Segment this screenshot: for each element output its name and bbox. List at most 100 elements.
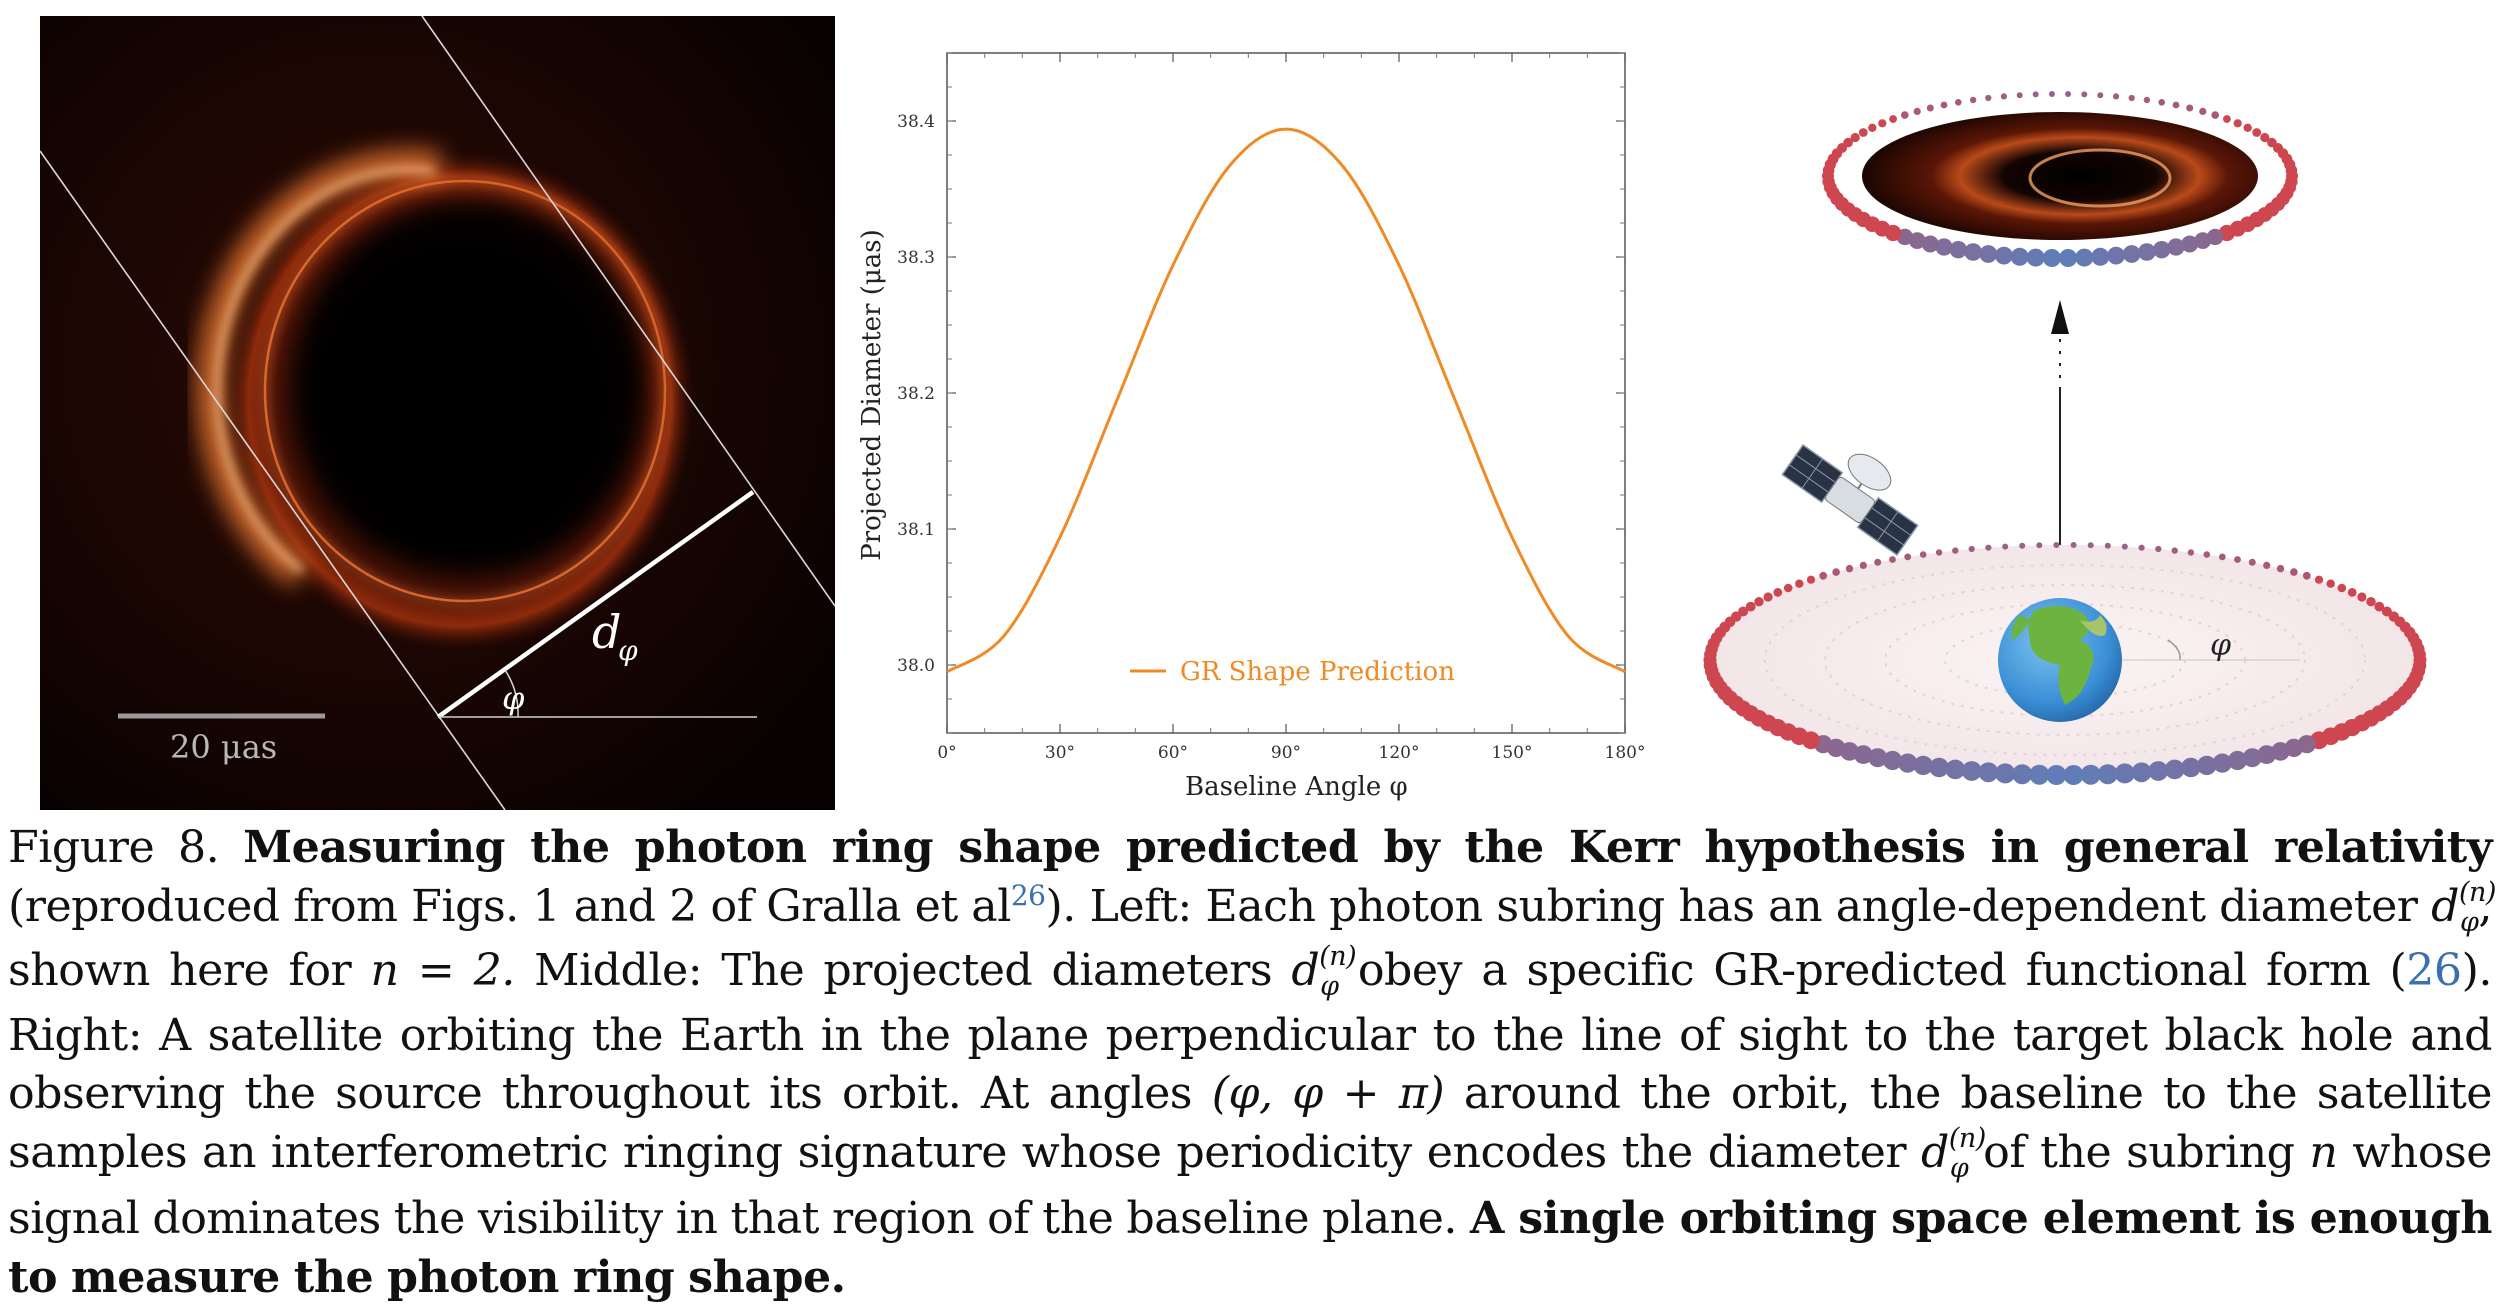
orbit-dot	[1832, 568, 1840, 576]
x-axis-label: Baseline Angle φ	[1185, 772, 1408, 802]
orbit-dot	[1904, 554, 1911, 561]
orbit-dot	[1985, 545, 1991, 551]
orbit-dot	[2097, 92, 2103, 98]
orbit-dot	[1819, 572, 1827, 580]
x-tick-label: 30°	[1045, 743, 1075, 763]
orbit-dot	[1936, 549, 1942, 555]
diameter-symbol: d(n)φ	[1291, 945, 1338, 996]
y-tick-label: 38.0	[897, 656, 935, 676]
orbit-dot	[2249, 559, 2256, 566]
orbit-dot	[1985, 95, 1991, 101]
satellite-icon	[1782, 421, 1935, 555]
x-tick-label: 180°	[1605, 743, 1646, 763]
orbit-dot	[2123, 245, 2141, 263]
orbit-dot	[2115, 763, 2135, 783]
orbit-dot	[2002, 544, 2008, 550]
orbit-dot	[2144, 97, 2150, 103]
orbit-dot	[2036, 542, 2042, 548]
orbit-dot	[1878, 119, 1886, 127]
orbit-dot	[2315, 576, 2323, 584]
orbit-dot	[2223, 115, 2231, 123]
orbit-dot	[2155, 546, 2161, 552]
orbit-dot	[2129, 95, 2135, 101]
orbit-dot	[2098, 764, 2118, 784]
y-tick-label: 38.1	[897, 520, 935, 540]
orbit-dot	[2158, 99, 2165, 106]
diameter-symbol: d(n)φ	[1921, 1127, 1968, 1178]
orbit-dot	[2029, 765, 2049, 785]
orbit-dot	[2286, 165, 2298, 177]
orbit-dot	[2064, 765, 2084, 785]
orbit-dot	[1889, 115, 1897, 123]
orbit-dot	[2211, 111, 2219, 119]
orbit-dot	[1807, 576, 1815, 584]
orbit-dot	[1995, 247, 2013, 265]
orbit-dot	[2357, 592, 2366, 601]
orbit-dot	[2075, 249, 2093, 267]
equation-link[interactable]: 26	[2406, 945, 2461, 996]
orbit-dot	[2105, 543, 2111, 549]
orbit-dot	[1955, 99, 1962, 106]
orbit-dot	[2113, 93, 2119, 99]
orbit-dot	[2001, 93, 2007, 99]
orbit-dot	[1952, 547, 1958, 553]
citation-link[interactable]: 26	[1011, 879, 1046, 912]
y-tick-label: 38.4	[897, 112, 935, 132]
orbit-dot	[2011, 248, 2029, 266]
orbit-dot	[2263, 562, 2270, 569]
orbit-dot	[2167, 238, 2184, 255]
orbit-dot	[2088, 542, 2094, 548]
plot-frame	[947, 53, 1625, 733]
orbit-dot	[2012, 764, 2032, 784]
orbit-dot	[2027, 249, 2045, 267]
orbit-dot	[2244, 124, 2252, 132]
orbit-dot	[2277, 565, 2284, 572]
orbit-dot	[2172, 547, 2178, 553]
orbit-dot	[2348, 588, 2357, 597]
x-tick-label: 0°	[937, 743, 956, 763]
caption-title: Measuring the photon ring shape predicte…	[243, 821, 2492, 873]
y-axis-label: Projected Diameter (μas)	[857, 229, 887, 561]
x-tick-label: 150°	[1492, 743, 1533, 763]
orbit-dot	[1754, 597, 1763, 606]
orbit-dot	[1979, 245, 1997, 263]
scale-label: 20 μas	[170, 728, 277, 766]
black-hole-image-thumbnail	[1862, 112, 2258, 240]
orbit-dot	[1941, 102, 1948, 109]
arrow-head	[2051, 300, 2069, 334]
orbit-dot	[2043, 249, 2061, 267]
orbit-dot	[2065, 91, 2071, 97]
orbit-dot	[2366, 597, 2375, 606]
orbit-dot	[2071, 542, 2077, 548]
orbit-dot	[1874, 559, 1881, 566]
orbit-dot	[2049, 91, 2055, 97]
figure-caption: Figure 8. Measuring the photon ring shap…	[8, 818, 2492, 1308]
orbit-dot	[1914, 108, 1921, 115]
y-tick-label: 38.3	[897, 248, 935, 268]
diameter-subscript: φ	[618, 634, 638, 667]
orbit-dot	[2219, 554, 2226, 561]
orbit-dot	[2303, 572, 2311, 580]
black-hole-image: 20 μas d φ φ	[40, 16, 835, 810]
orbit-dot	[1784, 584, 1793, 593]
x-tick-label: 60°	[1158, 743, 1188, 763]
diameter-chart: 0°30°60°90°120°150°180°38.038.138.238.33…	[850, 30, 1660, 820]
orbit-dot	[1859, 128, 1868, 137]
orbit-diagram: φ	[1680, 60, 2460, 810]
orbit-dot	[1860, 562, 1867, 569]
orbit-dot	[1889, 556, 1896, 563]
orbit-dot	[2081, 91, 2087, 97]
orbit-dot	[2234, 556, 2241, 563]
orbit-dot	[2046, 765, 2066, 785]
black-hole-shadow	[295, 201, 645, 571]
y-tick-label: 38.2	[897, 384, 935, 404]
orbit-dot	[2252, 128, 2261, 137]
orbit-dot	[1773, 588, 1782, 597]
orbit-dot	[2122, 544, 2128, 550]
orbit-dot	[2290, 568, 2298, 576]
black-hole-image-panel: 20 μas d φ φ	[40, 16, 835, 810]
orbit-dot	[2413, 648, 2426, 661]
orbit-dot	[1746, 602, 1756, 612]
orbit-dot	[2091, 248, 2109, 266]
orbit-dot	[1927, 105, 1934, 112]
